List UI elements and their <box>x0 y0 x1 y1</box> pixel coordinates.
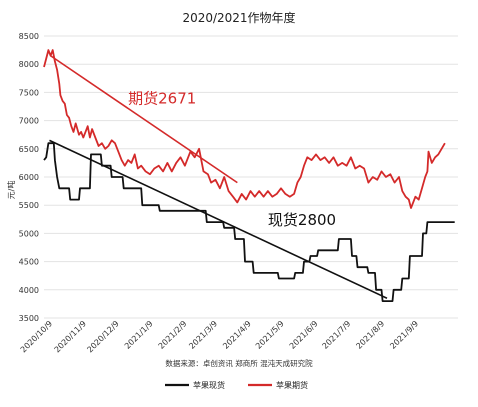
y-tick-label: 6000 <box>19 173 39 182</box>
x-tick-label: 2021/7/9 <box>321 319 353 351</box>
x-tick-label: 2021/3/9 <box>187 319 219 351</box>
trend-lines <box>49 55 388 299</box>
x-tick-label: 2020/11/9 <box>53 319 88 354</box>
source-note: 数据来源：卓创资讯 郑商所 混沌天成研究院 <box>165 358 313 368</box>
y-tick-label: 8500 <box>19 32 39 41</box>
series-line <box>43 49 446 209</box>
chart-title: 2020/2021作物年度 <box>182 10 295 25</box>
x-tick-label: 2021/1/9 <box>123 319 155 351</box>
x-tick-label: 2021/2/9 <box>157 319 189 351</box>
annotation-label: 期货2671 <box>128 90 196 108</box>
y-tick-label: 5000 <box>19 229 39 238</box>
series-line <box>43 142 455 302</box>
grid-lines <box>44 35 458 319</box>
x-tick-label: 2020/12/9 <box>85 319 120 354</box>
y-tick-label: 8000 <box>19 60 39 69</box>
legend-label: 苹果期货 <box>276 380 308 390</box>
y-tick-label: 7000 <box>19 117 39 126</box>
y-axis-label: 元/吨 <box>6 181 16 200</box>
y-tick-label: 3500 <box>19 314 39 323</box>
legend-label: 苹果现货 <box>193 380 225 390</box>
trend-line <box>50 55 238 184</box>
annotation-label: 现货2800 <box>268 211 336 229</box>
y-tick-label: 7500 <box>19 88 39 97</box>
x-tick-label: 2021/9/9 <box>388 319 420 351</box>
series-lines <box>43 49 455 302</box>
annotations: 期货2671 现货2800 <box>128 90 336 229</box>
y-axis-ticks: 3500 4000 4500 5000 5500 6000 6500 7000 7500 8000… <box>19 32 39 323</box>
y-tick-label: 6500 <box>19 145 39 154</box>
legend: 苹果现货 苹果期货 <box>165 380 308 390</box>
x-tick-label: 2020/10/9 <box>19 319 54 354</box>
x-tick-label: 2021/5/9 <box>254 319 286 351</box>
x-tick-label: 2021/6/9 <box>288 319 320 351</box>
y-tick-label: 5500 <box>19 201 39 210</box>
y-tick-label: 4000 <box>19 286 39 295</box>
trend-line <box>49 139 388 299</box>
y-tick-label: 4500 <box>19 258 39 267</box>
x-tick-label: 2021/4/9 <box>221 319 253 351</box>
x-tick-label: 2021/8/9 <box>354 319 386 351</box>
